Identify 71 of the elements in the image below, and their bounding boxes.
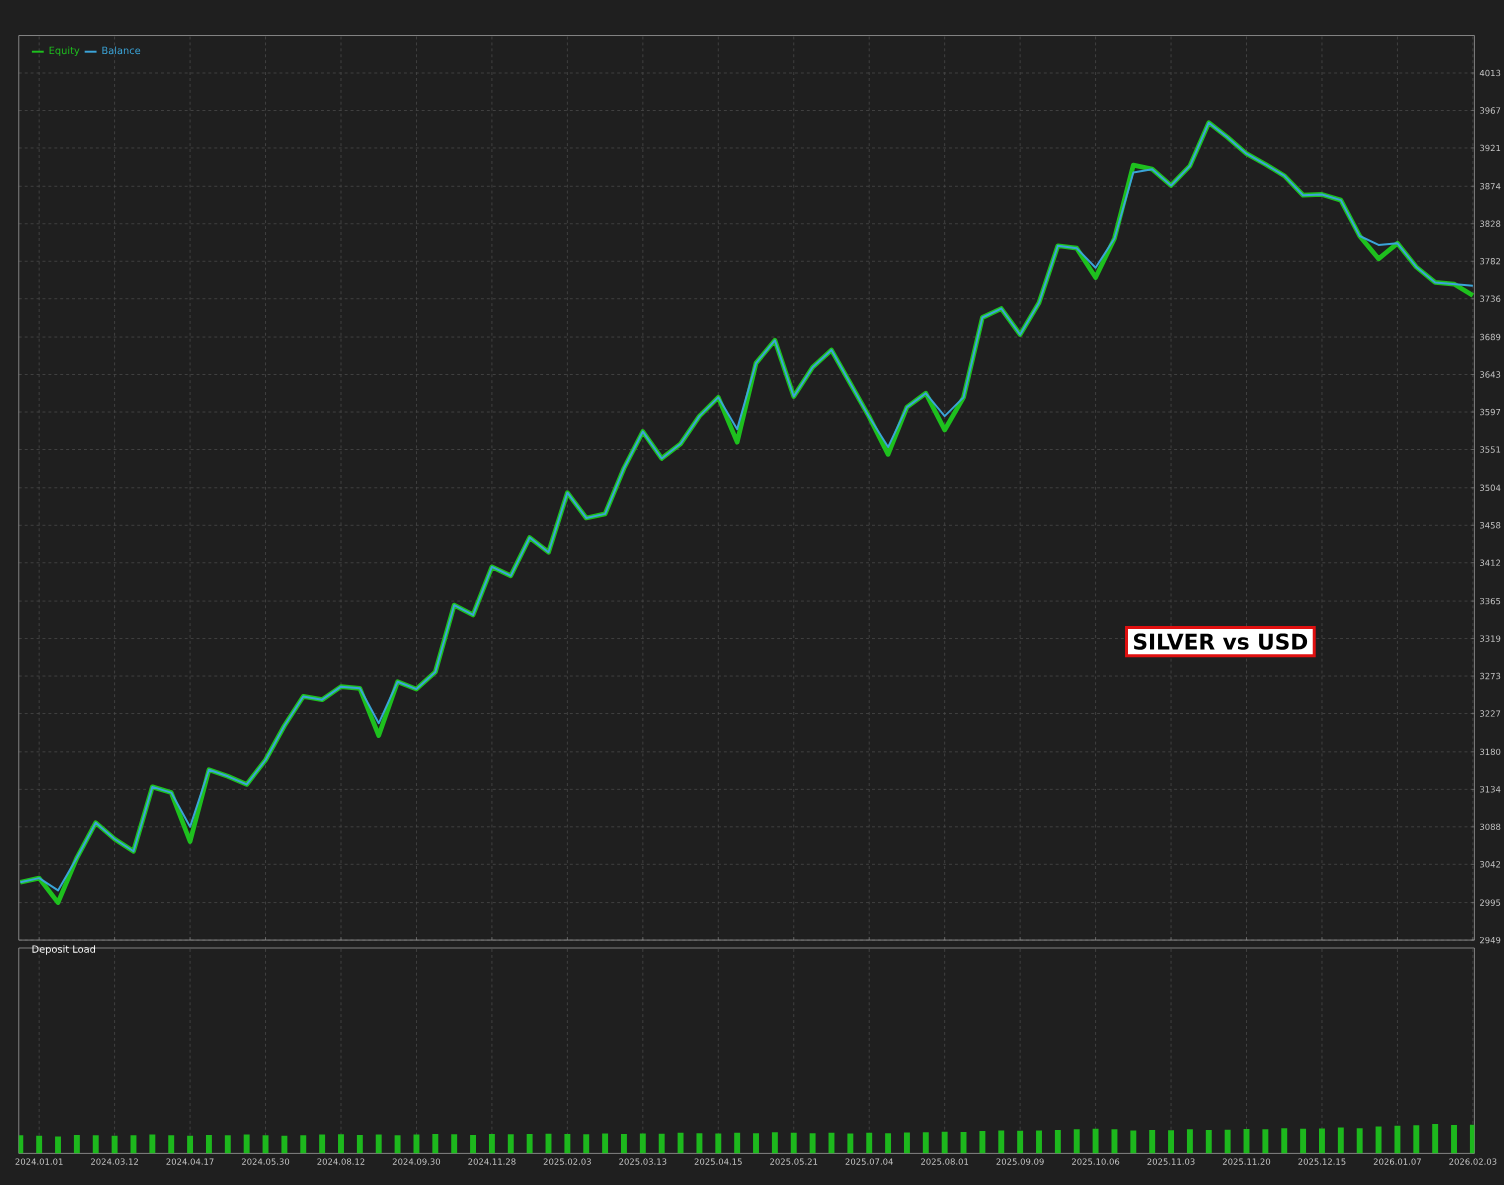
bar xyxy=(319,1135,326,1154)
bar xyxy=(338,1134,344,1154)
bar xyxy=(413,1135,420,1154)
bar xyxy=(92,1135,99,1154)
bar xyxy=(658,1134,665,1154)
bar xyxy=(1036,1131,1042,1154)
bar xyxy=(847,1133,854,1154)
bar xyxy=(526,1134,533,1154)
bar xyxy=(790,1133,797,1154)
bar xyxy=(1281,1128,1288,1154)
bar xyxy=(451,1134,458,1154)
bar xyxy=(281,1136,288,1154)
bar xyxy=(1375,1126,1382,1154)
bar xyxy=(715,1133,722,1154)
bar xyxy=(1111,1129,1118,1154)
bar xyxy=(1451,1125,1457,1154)
bar xyxy=(564,1134,571,1154)
bar xyxy=(1413,1125,1420,1154)
bar xyxy=(1205,1130,1212,1154)
bar xyxy=(470,1135,477,1154)
bar xyxy=(1186,1129,1193,1154)
bar xyxy=(809,1133,816,1154)
bar xyxy=(1092,1129,1099,1154)
bar xyxy=(205,1135,212,1154)
bar xyxy=(1356,1128,1363,1154)
bar xyxy=(224,1135,231,1154)
bar xyxy=(394,1135,401,1154)
bar xyxy=(866,1133,873,1154)
bar xyxy=(885,1133,892,1154)
bar xyxy=(1149,1130,1156,1154)
bar xyxy=(771,1132,778,1154)
bar xyxy=(639,1133,646,1154)
bar xyxy=(696,1133,703,1154)
bar xyxy=(111,1136,118,1154)
bar xyxy=(1319,1128,1325,1154)
bar xyxy=(73,1135,80,1154)
bar xyxy=(621,1134,627,1154)
bar xyxy=(1394,1126,1401,1154)
bar xyxy=(979,1131,986,1154)
bar xyxy=(432,1134,439,1154)
bar xyxy=(602,1133,609,1154)
bar xyxy=(300,1135,307,1154)
bar xyxy=(1168,1130,1175,1154)
bar xyxy=(677,1133,684,1154)
bar xyxy=(55,1136,61,1154)
bar xyxy=(507,1134,514,1154)
bar xyxy=(1300,1129,1307,1154)
bar xyxy=(1224,1130,1231,1154)
bar xyxy=(243,1135,250,1154)
bar xyxy=(168,1135,175,1154)
bar xyxy=(1432,1124,1439,1154)
bar xyxy=(488,1134,495,1154)
bar xyxy=(922,1132,929,1154)
bar xyxy=(1054,1130,1061,1154)
bar xyxy=(753,1133,759,1154)
bar xyxy=(149,1135,156,1154)
bar xyxy=(356,1135,363,1154)
bar xyxy=(187,1136,194,1154)
bar xyxy=(36,1136,43,1154)
bar xyxy=(1337,1128,1344,1154)
bar xyxy=(941,1132,948,1154)
bar xyxy=(734,1133,741,1154)
bar xyxy=(1262,1129,1269,1154)
bar xyxy=(1130,1131,1137,1154)
bar xyxy=(375,1135,382,1154)
annotation: SILVER vs USD xyxy=(1133,633,1308,651)
bar xyxy=(903,1133,910,1154)
bar xyxy=(1073,1129,1080,1154)
bar xyxy=(583,1134,590,1154)
bar xyxy=(998,1131,1005,1154)
bar xyxy=(1017,1131,1024,1154)
